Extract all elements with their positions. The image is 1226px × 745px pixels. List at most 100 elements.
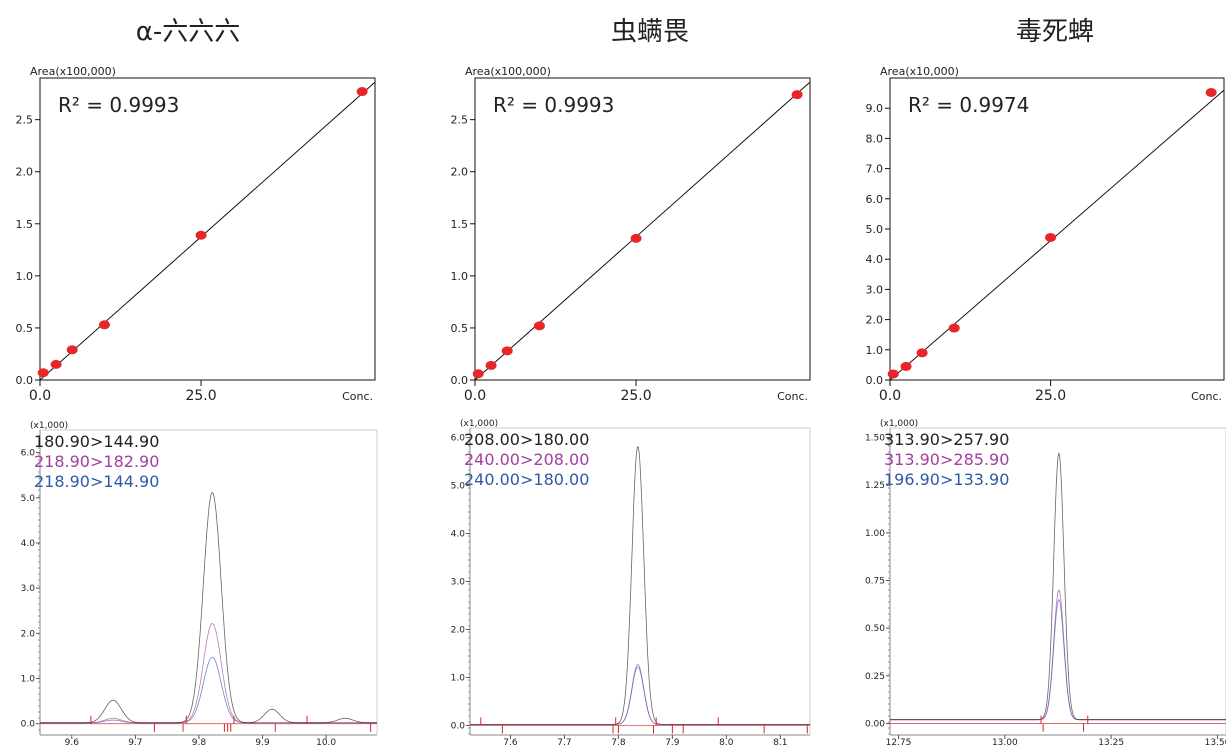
x-tick-label: 13.50 [1205,738,1226,745]
trace-line [890,589,1226,721]
plot-frame [39,77,376,381]
x-tick-label: 8.1 [773,738,787,745]
y-tick-label: 2.0 [16,166,34,179]
x-tick-label: 7.8 [611,738,626,745]
data-point [630,233,642,243]
x-tick-label: 25.0 [620,388,651,404]
x-tick-label: 13.00 [992,738,1018,745]
r-squared-label: R² = 0.9993 [493,93,614,117]
y-tick-label: 0.25 [865,672,885,682]
data-point [472,369,484,379]
data-point [501,346,513,356]
plot-frame [889,77,1225,381]
trace-line [890,452,1226,721]
x-axis-label: Conc. [342,390,373,403]
x-tick-label: 0.0 [464,388,486,404]
y-axis-label: Area(x100,000) [30,65,116,78]
trace-line [470,446,810,725]
chart-title: α-六六六 [136,17,241,47]
y-tick-label: 0.0 [451,374,469,387]
y-tick-label: 5.0 [451,482,466,492]
data-point [887,369,899,379]
y-tick-label: 0.0 [451,721,466,731]
y-tick-label: 6.0 [866,193,884,206]
y-tick-label: 1.25 [865,481,885,491]
transition-label: 240.00>208.00 [464,450,589,469]
x-axis-label: Conc. [1191,390,1222,403]
trace-line [470,664,810,725]
plot-frame [474,77,811,381]
transition-label: 313.90>285.90 [884,450,1009,469]
y-tick-label: 1.0 [16,270,34,283]
transition-label: 313.90>257.90 [884,430,1009,449]
x-axis-label: Conc. [777,390,808,403]
chromatogram-2: (x1,000) 0.0 1.0 2.0 3.0 4.0 5.0 6.0 7.6 7.7 7.8 7.… [451,419,811,745]
y-tick-label: 0.0 [16,374,34,387]
data-point [66,345,78,355]
calibration-chart-2: 虫螨畏 Area(x100,000) R² = 0.9993 0.0 0.5 1.0 1.5… [451,17,811,404]
fit-line [474,81,811,381]
chart-title: 虫螨畏 [611,17,689,47]
y-tick-label: 2.0 [866,314,884,327]
data-point [791,90,803,100]
chromatogram-1: (x1,000) 0.0 1.0 2.0 3.0 4.0 5.0 6.0 9.6 9.7 9.8 9.… [21,421,378,745]
trace-line [890,598,1226,721]
x-tick-label: 7.6 [503,738,518,745]
r-squared-label: R² = 0.9993 [58,93,179,117]
y-tick-label: 0.00 [865,720,885,730]
x-tick-label: 0.0 [29,388,51,404]
y-tick-label: 2.5 [451,114,469,127]
x-tick-label: 9.9 [255,738,270,745]
calibration-chart-3: 毒死蜱 Area(x10,000) R² = 0.9974 0.0 1.0 2.0 3.0 4… [866,17,1225,404]
data-point [50,359,62,369]
fit-line [889,89,1225,381]
y-tick-label: 0.5 [451,322,469,335]
x-tick-label: 7.9 [665,738,680,745]
data-point [533,321,545,331]
y-tick-label: 2.0 [21,629,36,639]
y-tick-label: 1.0 [451,270,469,283]
transition-label: 218.90>182.90 [34,452,159,471]
y-axis-label: Area(x100,000) [465,65,551,78]
y-tick-label: 7.0 [866,163,884,176]
y-tick-label: 4.0 [451,530,466,540]
intensity-unit: (x1,000) [30,421,68,431]
trace-line [40,656,377,724]
data-point [98,320,110,330]
y-tick-label: 2.0 [451,625,466,635]
x-tick-label: 25.0 [185,388,216,404]
y-tick-label: 0.75 [865,577,885,587]
x-tick-label: 12.75 [886,738,912,745]
y-tick-label: 2.5 [16,114,34,127]
y-tick-label: 1.0 [21,675,36,685]
data-point [485,360,497,370]
transition-label: 208.00>180.00 [464,430,589,449]
fit-line [39,81,376,381]
y-tick-label: 2.0 [451,166,469,179]
data-point [37,368,49,378]
calibration-chart-1: α-六六六 Area(x100,000) R² = 0.9993 0.0 0.5 1.0 1… [16,17,376,404]
y-tick-label: 5.0 [866,223,884,236]
y-tick-label: 4.0 [21,539,36,549]
y-tick-label: 3.0 [21,584,36,594]
data-point [948,323,960,333]
x-tick-label: 8.0 [719,738,734,745]
x-tick-label: 13.25 [1098,738,1124,745]
y-tick-label: 4.0 [866,253,884,266]
transition-label: 218.90>144.90 [34,472,159,491]
x-tick-label: 10.0 [316,738,336,745]
y-tick-label: 0.5 [16,322,34,335]
intensity-unit: (x1,000) [460,419,498,429]
intensity-unit: (x1,000) [880,419,918,429]
x-tick-label: 9.7 [128,738,142,745]
y-tick-label: 6.0 [451,434,466,444]
y-tick-label: 1.0 [451,673,466,683]
y-tick-label: 8.0 [866,132,884,145]
transition-label: 240.00>180.00 [464,470,589,489]
x-tick-label: 9.6 [65,738,80,745]
x-tick-label: 0.0 [879,388,901,404]
data-point [195,230,207,240]
y-axis-label: Area(x10,000) [880,65,959,78]
y-tick-label: 3.0 [451,578,466,588]
